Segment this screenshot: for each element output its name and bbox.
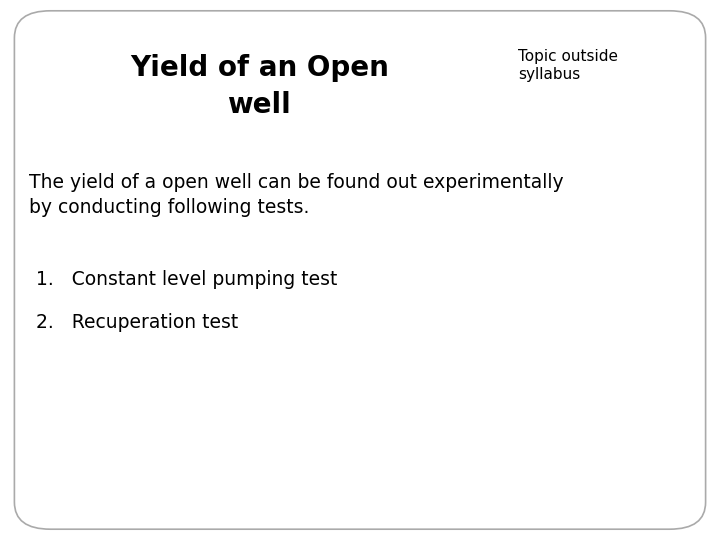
Text: 1.   Constant level pumping test: 1. Constant level pumping test bbox=[36, 270, 338, 289]
FancyBboxPatch shape bbox=[14, 11, 706, 529]
Text: 2.   Recuperation test: 2. Recuperation test bbox=[36, 313, 238, 332]
Text: Yield of an Open
well: Yield of an Open well bbox=[130, 54, 389, 119]
Text: Topic outside
syllabus: Topic outside syllabus bbox=[518, 49, 618, 82]
Text: The yield of a open well can be found out experimentally
by conducting following: The yield of a open well can be found ou… bbox=[29, 173, 564, 217]
